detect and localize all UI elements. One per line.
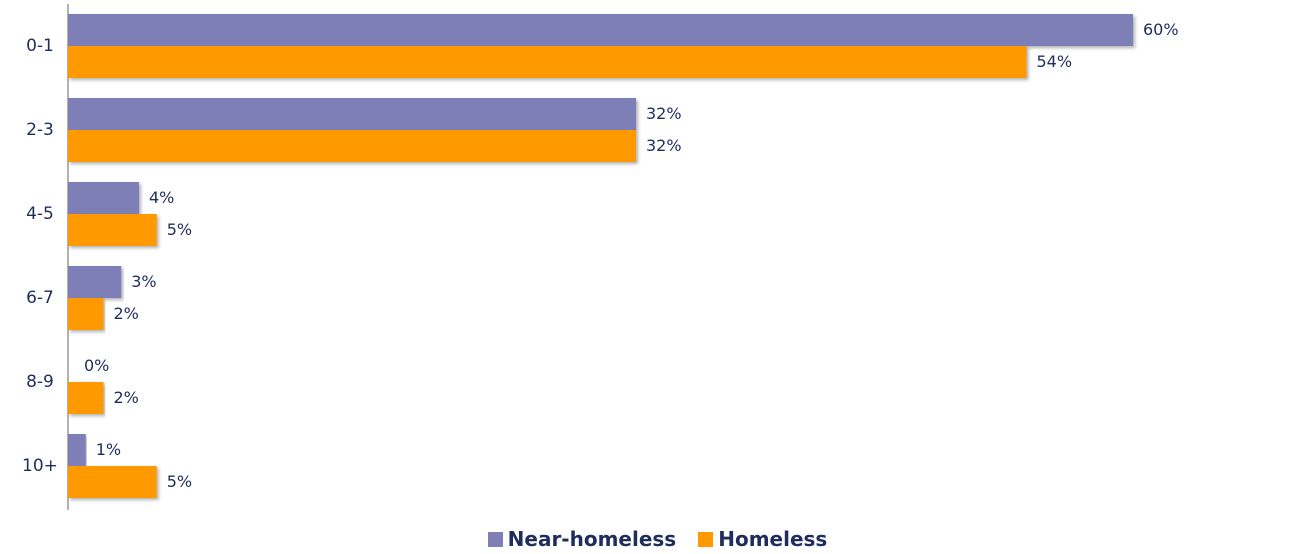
legend-label-near-homeless: Near-homeless (507, 527, 677, 551)
chart-labels: 0-1 60% 54% 2-3 32% 32% 4-5 4% 5% 6-7 3% 2% 8-9 0% 2% 1… (22, 20, 1179, 491)
category-label-3: 6-7 (26, 288, 54, 308)
data-label-near-homeless-4: 0% (84, 356, 109, 375)
bar-homeless-0 (68, 46, 1027, 78)
legend-item-near-homeless: Near-homeless (487, 527, 677, 551)
chart-bars (68, 14, 1133, 498)
data-label-near-homeless-0: 60% (1143, 20, 1179, 39)
bar-near-homeless-2 (68, 182, 139, 214)
data-label-near-homeless-5: 1% (96, 440, 121, 459)
data-label-homeless-1: 32% (646, 136, 682, 155)
bar-homeless-1 (68, 130, 636, 162)
data-label-homeless-5: 5% (167, 472, 192, 491)
bar-homeless-2 (68, 214, 157, 246)
category-label-1: 2-3 (26, 120, 54, 140)
legend-swatch-homeless (698, 531, 714, 547)
data-label-homeless-3: 2% (114, 304, 139, 323)
data-label-homeless-0: 54% (1037, 52, 1073, 71)
category-label-0: 0-1 (26, 36, 54, 56)
bar-homeless-4 (68, 382, 104, 414)
legend-item-homeless: Homeless (698, 527, 827, 551)
bar-near-homeless-0 (68, 14, 1133, 46)
chart-axes (67, 4, 1305, 511)
legend: Near-homeless Homeless (0, 526, 1315, 552)
data-label-homeless-4: 2% (114, 388, 139, 407)
bar-homeless-3 (68, 298, 104, 330)
category-label-4: 8-9 (26, 372, 54, 392)
category-label-5: 10+ (22, 456, 58, 476)
bar-near-homeless-5 (68, 434, 86, 466)
category-label-2: 4-5 (26, 204, 54, 224)
data-label-homeless-2: 5% (167, 220, 192, 239)
legend-swatch-near-homeless (487, 531, 503, 547)
legend-label-homeless: Homeless (718, 527, 828, 551)
bar-near-homeless-3 (68, 266, 122, 298)
data-label-near-homeless-2: 4% (149, 188, 174, 207)
data-label-near-homeless-3: 3% (131, 272, 156, 291)
bar-homeless-5 (68, 466, 157, 498)
data-label-near-homeless-1: 32% (646, 104, 682, 123)
bar-near-homeless-1 (68, 98, 636, 130)
